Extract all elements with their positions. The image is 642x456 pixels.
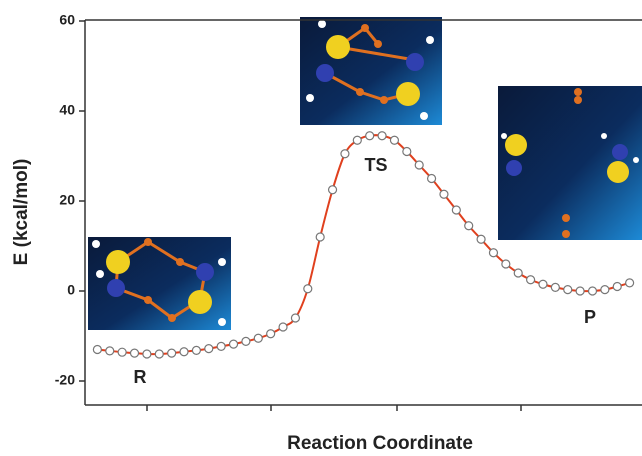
data-point [291,314,299,322]
y-tick-label: 20 [59,192,75,208]
data-point [551,283,559,291]
y-axis-title: E (kcal/mol) [11,159,32,266]
data-point [477,235,485,243]
data-point [390,136,398,144]
data-point [514,269,522,277]
data-point [576,287,584,295]
data-point [304,285,312,293]
y-tick-label: -20 [55,372,75,388]
data-point [588,287,596,295]
data-point [143,350,151,358]
y-tick-label: 0 [67,282,75,298]
data-point [316,233,324,241]
data-point [155,350,163,358]
data-point [366,132,374,140]
data-point [93,346,101,354]
data-point [415,161,423,169]
chart: Reaction Coordinate E (kcal/mol) -20 0 20 4… [0,0,642,456]
y-tick-label: 40 [59,102,75,118]
data-point [428,175,436,183]
inset-ts [300,17,442,125]
data-point [564,286,572,294]
data-point [230,340,238,348]
inset-p [498,86,642,240]
data-point [168,349,176,357]
data-point [613,283,621,291]
data-point [279,323,287,331]
data-point [329,186,337,194]
data-point [452,206,460,214]
data-point [192,346,200,354]
data-point [527,276,535,284]
y-tick-label: 60 [59,12,75,28]
data-point [254,334,262,342]
data-point [242,337,250,345]
data-point [341,150,349,158]
data-point [180,348,188,356]
data-point [626,279,634,287]
data-point [217,342,225,350]
data-point [539,280,547,288]
inset-r [88,237,231,330]
data-point [378,132,386,140]
annotation: P [584,307,596,327]
x-tick-marks [147,405,521,411]
data-point [601,286,609,294]
data-point [489,249,497,257]
data-point [131,349,139,357]
data-point [205,345,213,353]
annotation: R [134,367,147,387]
data-point [267,330,275,338]
data-point [465,222,473,230]
x-axis-title: Reaction Coordinate [287,433,473,454]
data-point [403,148,411,156]
data-point [502,260,510,268]
data-point [353,136,361,144]
data-point [106,347,114,355]
data-point [118,348,126,356]
data-point [440,190,448,198]
annotation: TS [364,155,387,175]
